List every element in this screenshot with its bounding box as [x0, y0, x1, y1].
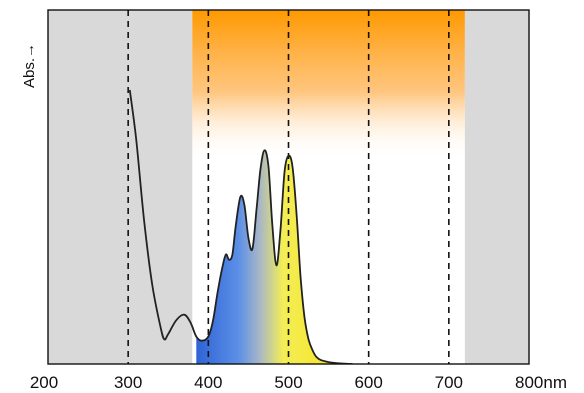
x-tick-label-600: 600: [354, 373, 382, 392]
shaded-region-0: [48, 10, 193, 364]
plot-frame: [47, 9, 530, 365]
y-axis-label: Abs.→: [21, 43, 38, 88]
shaded-region-1: [464, 10, 529, 364]
visible-band-gradient: [192, 10, 465, 160]
x-tick-label-700: 700: [435, 373, 463, 392]
x-tick-label-200: 200: [30, 373, 58, 392]
x-tick-label-800: 800nm: [515, 373, 567, 392]
absorption-curve: [128, 89, 353, 364]
x-tick-label-300: 300: [114, 373, 142, 392]
x-tick-label-500: 500: [274, 373, 302, 392]
x-tick-label-400: 400: [194, 373, 222, 392]
